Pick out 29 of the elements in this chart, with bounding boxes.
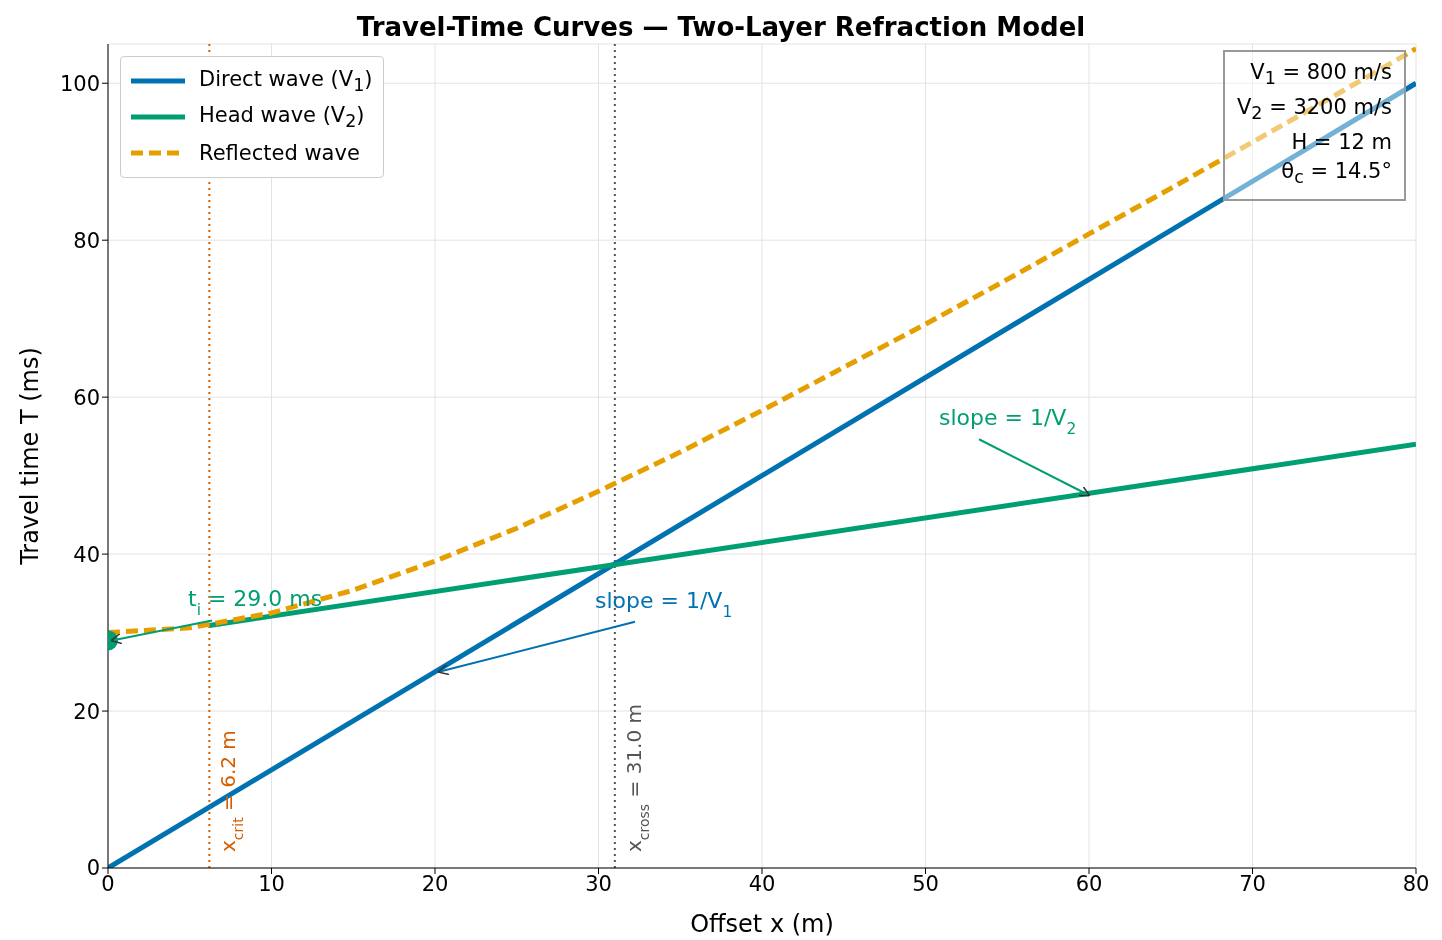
legend-label: Reflected wave xyxy=(199,141,360,165)
x-tick-label: 20 xyxy=(421,871,449,896)
annotation: slope = 1/V$_{1}$ xyxy=(595,587,733,621)
legend-label: Head wave (V$_{2}$) xyxy=(199,102,365,132)
y-tick-label: 80 xyxy=(73,228,100,253)
x-tick-label: 40 xyxy=(748,871,776,896)
legend-label: Direct wave (V$_{1}$) xyxy=(199,66,373,96)
y-tick-label: 60 xyxy=(73,385,100,410)
x-tick-label: 10 xyxy=(258,871,285,896)
y-tick-label: 20 xyxy=(73,699,100,724)
annotation: V$_{1}$ = 800 m/s xyxy=(1249,59,1392,91)
arrow-annotation: t$_{i}$ = 29.0 ms xyxy=(110,586,323,645)
annotation: slope = 1/V$_{2}$ xyxy=(939,405,1077,439)
annotation: H = 12 m xyxy=(1290,129,1392,157)
x-tick-label: 60 xyxy=(1075,871,1103,896)
y-tick-label: 100 xyxy=(59,71,100,96)
x-tick-label: 70 xyxy=(1239,871,1266,896)
y-tick-label: 40 xyxy=(73,542,100,567)
chart-title: Travel-Time Curves — Two-Layer Refraction Model xyxy=(356,12,1086,42)
annotation: V$_{2}$ = 3200 m/s xyxy=(1236,94,1392,126)
x-tick-label: 30 xyxy=(585,871,612,896)
annotation: θ$_{c}$ = 14.5° xyxy=(1280,158,1392,190)
x-tick-label: 80 xyxy=(1402,871,1430,896)
annotation: t$_{i}$ = 29.0 ms xyxy=(188,586,323,620)
y-axis-title: Travel time T (ms) xyxy=(16,347,44,566)
x-axis-title: Offset x (m) xyxy=(690,910,834,938)
arrow-annotation: slope = 1/V$_{1}$ xyxy=(437,587,733,676)
x-tick-label: 50 xyxy=(912,871,939,896)
arrow-annotation: slope = 1/V$_{2}$ xyxy=(939,405,1091,497)
